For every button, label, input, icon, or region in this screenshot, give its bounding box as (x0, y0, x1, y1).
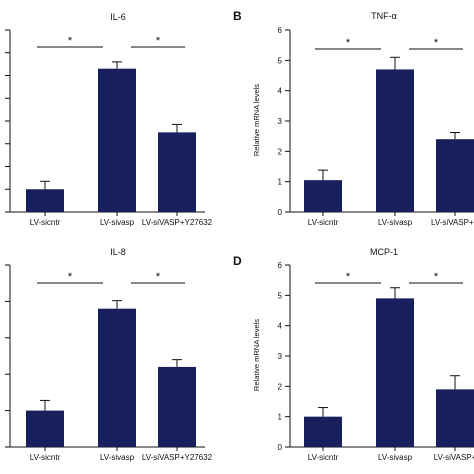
significance-star: * (434, 37, 439, 49)
y-axis-label: Relative mRNA levels (252, 319, 261, 391)
y-tick-label: 4 (278, 87, 283, 96)
chart-title: IL-6 (110, 12, 126, 22)
bar (158, 366, 196, 447)
bar (436, 389, 474, 447)
y-tick-label: 2 (278, 147, 283, 156)
y-tick-label: 1 (278, 413, 283, 422)
y-tick-label: 0 (278, 443, 283, 452)
category-label: LV-siVASP+ (434, 453, 474, 462)
y-tick-label: 6 (278, 261, 283, 270)
bar (376, 69, 414, 212)
significance-star: * (434, 271, 439, 283)
bar (26, 189, 64, 212)
category-label: LV-sivasp (378, 218, 413, 227)
y-tick-label: 6 (278, 26, 283, 35)
panel-letter: D (233, 254, 242, 268)
chart-title: MCP-1 (370, 247, 398, 257)
y-tick-label: 5 (278, 56, 283, 65)
category-label: LV-siVASP+Y (431, 218, 474, 227)
bar (26, 410, 64, 447)
category-label: LV-sivasp (378, 453, 413, 462)
category-label: LV-sivasp (100, 218, 135, 227)
category-label: LV-siVASP+Y27632 (142, 218, 213, 227)
y-tick-label: 1 (278, 178, 283, 187)
category-label: LV-sicntr (308, 453, 339, 462)
chart-title: IL-8 (110, 247, 126, 257)
significance-star: * (156, 271, 161, 283)
chart-title: TNF-α (371, 11, 397, 21)
bar (304, 180, 342, 212)
bar (158, 132, 196, 212)
significance-star: * (346, 37, 351, 49)
y-tick-label: 2 (278, 382, 283, 391)
category-label: LV-sicntr (30, 218, 61, 227)
y-axis-label: Relative mRNA levels (252, 84, 261, 156)
y-tick-label: 3 (278, 117, 283, 126)
significance-star: * (68, 35, 73, 47)
y-tick-label: 4 (278, 322, 283, 331)
y-tick-label: 0 (278, 208, 283, 217)
y-tick-label: 3 (278, 352, 283, 361)
panel-letter: B (233, 9, 242, 23)
bar (304, 416, 342, 447)
y-tick-label: 5 (278, 291, 283, 300)
significance-star: * (346, 271, 351, 283)
category-label: LV-sivasp (100, 453, 135, 462)
bar (376, 298, 414, 447)
bar (98, 308, 136, 447)
significance-star: * (156, 35, 161, 47)
category-label: LV-sicntr (30, 453, 61, 462)
bar (98, 68, 136, 212)
bar (436, 139, 474, 212)
category-label: LV-siVASP+Y27632 (142, 453, 213, 462)
significance-star: * (68, 271, 73, 283)
category-label: LV-sicntr (308, 218, 339, 227)
